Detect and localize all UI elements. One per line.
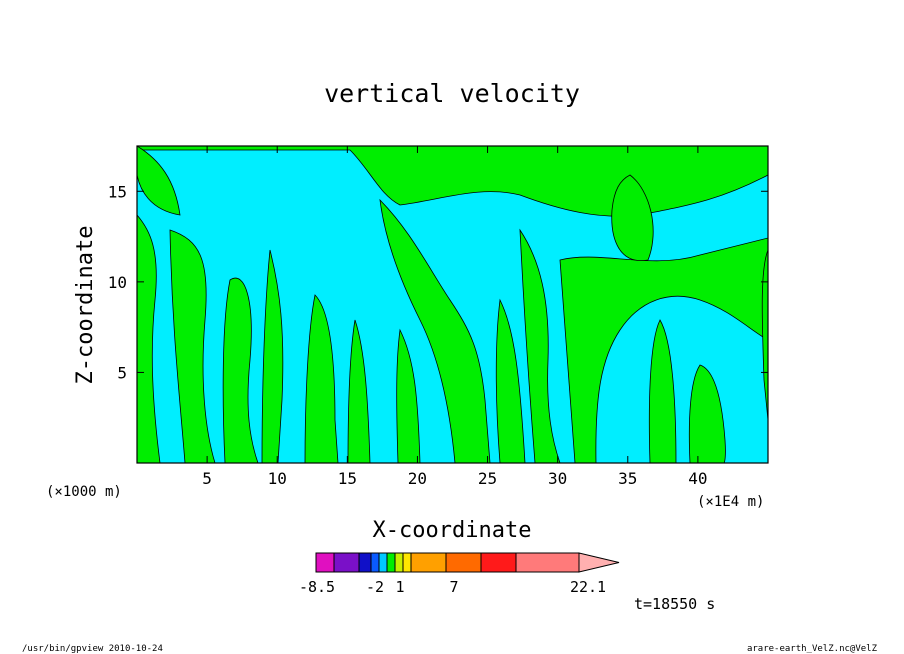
y-axis-title: Z-coordinate	[73, 226, 98, 385]
positive-velocity-regions	[137, 146, 768, 463]
footer-right: arare-earth_VelZ.nc@VelZ	[747, 644, 878, 654]
x-tick-label: 30	[548, 469, 567, 488]
x-tick-label: 40	[688, 469, 707, 488]
x-tick-label: 25	[478, 469, 497, 488]
colorbar-arrow	[578, 552, 620, 573]
colorbar-segment	[333, 552, 360, 573]
colorbar-label: 1	[395, 578, 404, 596]
time-label: t=18550 s	[634, 595, 715, 613]
colorbar-segment	[394, 552, 404, 573]
colorbar-segment	[315, 552, 335, 573]
footer-left: /usr/bin/gpview 2010-10-24	[22, 644, 163, 654]
colorbar-labels: -8.5 -2 1 7 22.1	[299, 578, 606, 596]
colorbar-label: 7	[449, 578, 458, 596]
x-axis: 5 10 15 20 25 30 35 40	[202, 146, 708, 488]
colorbar-segment	[386, 552, 396, 573]
plot-frame	[136, 145, 769, 464]
y-tick-label: 10	[108, 273, 127, 292]
colorbar-segment	[402, 552, 412, 573]
x-tick-label: 5	[202, 469, 212, 488]
x-axis-title: X-coordinate	[373, 518, 532, 543]
y-tick-label: 15	[108, 182, 127, 201]
x-tick-label: 20	[408, 469, 427, 488]
colorbar	[315, 552, 620, 573]
colorbar-segment	[370, 552, 380, 573]
x-tick-label: 15	[338, 469, 357, 488]
colorbar-segment	[358, 552, 372, 573]
colorbar-label: -8.5	[299, 578, 335, 596]
colorbar-segment	[515, 552, 580, 573]
x-scale-label: (×1000 m)	[46, 484, 122, 500]
colorbar-segment	[480, 552, 517, 573]
colorbar-segment	[378, 552, 388, 573]
colorbar-segment	[445, 552, 482, 573]
x-unit-label: (×1E4 m)	[697, 494, 764, 510]
x-tick-label: 35	[618, 469, 637, 488]
colorbar-label: -2	[366, 578, 384, 596]
chart-title: vertical velocity	[324, 79, 580, 108]
colorbar-label: 22.1	[570, 578, 606, 596]
x-tick-label: 10	[268, 469, 287, 488]
y-axis: 5 10 15	[108, 182, 768, 382]
colorbar-segment	[410, 552, 447, 573]
y-tick-label: 5	[117, 363, 127, 382]
